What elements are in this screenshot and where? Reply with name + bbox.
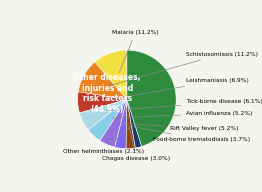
- Wedge shape: [95, 50, 127, 99]
- Text: Rift Valley fever (5.2%): Rift Valley fever (5.2%): [119, 123, 238, 132]
- Text: Food-borne trematodiasis (3.7%): Food-borne trematodiasis (3.7%): [126, 125, 250, 142]
- Wedge shape: [78, 92, 127, 113]
- Wedge shape: [115, 99, 127, 149]
- Text: Schistosomiasis (11.2%): Schistosomiasis (11.2%): [107, 52, 258, 86]
- Wedge shape: [126, 99, 135, 149]
- Text: Other diseases,
injuries and
risk factors
(44.9%): Other diseases, injuries and risk factor…: [73, 73, 141, 114]
- Wedge shape: [127, 50, 176, 146]
- Wedge shape: [127, 99, 142, 148]
- Wedge shape: [79, 99, 127, 130]
- Text: Other helminthiases (2.1%): Other helminthiases (2.1%): [63, 126, 144, 154]
- Text: Malaria (11.2%): Malaria (11.2%): [112, 30, 159, 73]
- Text: Tick-borne disease (6.1%): Tick-borne disease (6.1%): [107, 99, 262, 111]
- Text: Avian influenza (5.2%): Avian influenza (5.2%): [112, 111, 252, 118]
- Wedge shape: [78, 62, 127, 99]
- Wedge shape: [88, 99, 127, 141]
- Text: Chagas disease (3.0%): Chagas disease (3.0%): [102, 128, 170, 161]
- Wedge shape: [100, 99, 127, 147]
- Text: Leishmaniasis (6.9%): Leishmaniasis (6.9%): [104, 78, 249, 101]
